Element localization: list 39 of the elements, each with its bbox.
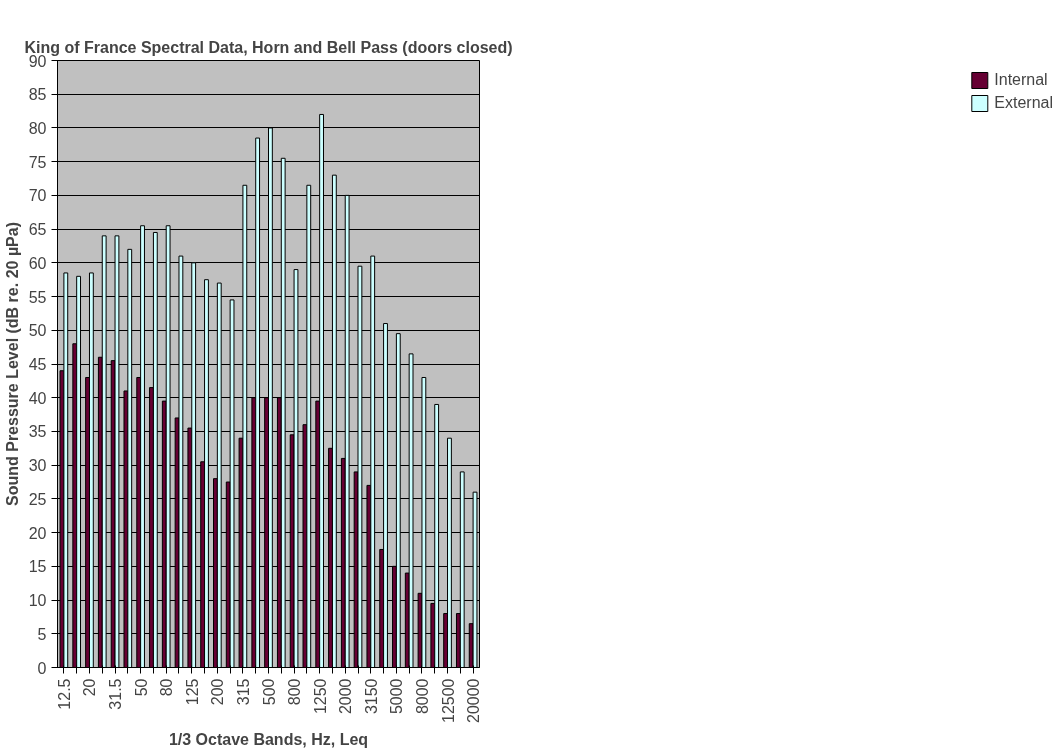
- y-tick-label: 5: [37, 625, 47, 643]
- x-tick-label: 800: [286, 678, 304, 706]
- x-tick-label: 12500: [439, 678, 457, 723]
- x-axis-title: 1/3 Octave Bands, Hz, Leq: [168, 730, 369, 748]
- y-tick-label: 0: [37, 659, 47, 677]
- x-tick-label: 31.5: [107, 678, 125, 710]
- y-tick-label: 60: [28, 254, 47, 272]
- y-tick-label: 65: [28, 221, 47, 239]
- y-tick-label: 45: [28, 356, 47, 373]
- x-tick-label: 80: [158, 678, 176, 697]
- y-tick-label: 15: [28, 558, 47, 576]
- x-tick-label: 50: [132, 678, 150, 697]
- x-tick-label: 315: [234, 678, 252, 706]
- y-axis-title: Sound Pressure Level (dB re. 20 µPa): [3, 222, 21, 506]
- y-tick-label: 25: [28, 490, 47, 508]
- legend-label: Internal: [994, 71, 1048, 89]
- y-tick-label: 70: [28, 187, 47, 205]
- y-tick-label: 85: [28, 86, 47, 104]
- y-tick-label: 30: [28, 457, 47, 475]
- y-tick-label: 80: [28, 119, 47, 137]
- x-tick-label: 3150: [362, 678, 380, 715]
- y-tick-label: 75: [28, 153, 47, 171]
- x-tick-label: 125: [183, 678, 201, 706]
- y-tick-label: 40: [28, 389, 47, 407]
- x-tick-label: 8000: [413, 678, 431, 715]
- x-tick-label: 5000: [388, 678, 406, 715]
- legend-label: External: [994, 94, 1053, 112]
- y-tick-label: 35: [28, 423, 47, 441]
- x-tick-label: 20: [81, 678, 99, 697]
- y-tick-label: 10: [28, 592, 47, 610]
- y-tick-label: 55: [28, 288, 47, 306]
- x-tick-label: 20000: [465, 678, 483, 723]
- x-tick-label: 2000: [337, 678, 355, 715]
- x-tick-label: 12.5: [55, 678, 73, 710]
- x-tick-label: 500: [260, 678, 278, 706]
- x-tick-label: 1250: [311, 678, 329, 715]
- y-tick-label: 50: [28, 322, 47, 340]
- x-tick-label: 200: [209, 678, 227, 706]
- y-tick-label: 20: [28, 524, 47, 542]
